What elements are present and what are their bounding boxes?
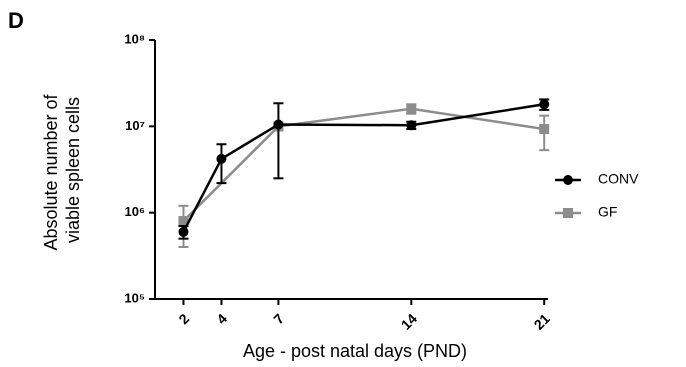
legend-marker [563, 175, 573, 185]
data-point [406, 120, 417, 131]
x-tick-label: 21 [531, 310, 553, 332]
data-point [216, 153, 227, 164]
x-tick-label: 4 [213, 310, 230, 327]
data-point [539, 99, 550, 110]
data-point [273, 119, 284, 130]
legend-label: CONV [598, 171, 639, 187]
y-tick-label: 10⁵ [124, 290, 145, 305]
y-tick-label: 10⁸ [124, 31, 145, 46]
y-tick-label: 10⁷ [125, 118, 145, 133]
x-tick-label: 7 [270, 310, 287, 327]
y-axis-label-line: Absolute number of [41, 93, 61, 250]
y-tick-label: 10⁶ [125, 204, 145, 219]
x-tick-label: 14 [398, 310, 420, 332]
x-axis-label: Age - post natal days (PND) [243, 341, 467, 361]
y-axis-label: Absolute number of viable spleen cells [41, 89, 83, 250]
legend-marker [563, 208, 573, 218]
legend-label: GF [598, 204, 617, 220]
x-tick-label: 2 [175, 310, 192, 327]
data-point [539, 124, 550, 135]
data-point [178, 216, 189, 227]
y-axis-label-line: viable spleen cells [63, 97, 83, 243]
data-point [406, 103, 417, 114]
panel-label: D [8, 8, 24, 33]
data-point [178, 226, 189, 237]
series-line [182, 107, 545, 222]
